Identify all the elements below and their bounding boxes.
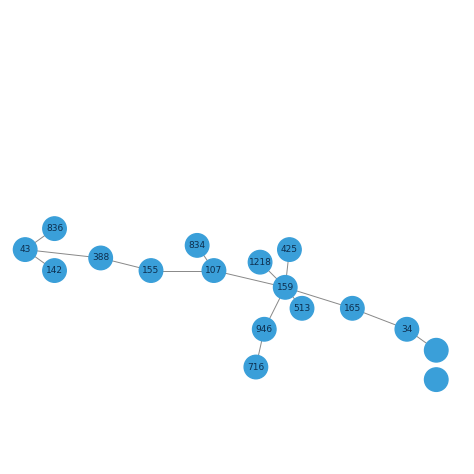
Text: 388: 388 <box>92 254 109 263</box>
Text: 946: 946 <box>255 325 273 334</box>
Circle shape <box>248 250 272 274</box>
Circle shape <box>253 318 276 341</box>
Circle shape <box>395 318 419 341</box>
Circle shape <box>13 238 37 261</box>
Text: 43: 43 <box>19 245 31 254</box>
Text: 159: 159 <box>277 283 294 292</box>
Circle shape <box>425 368 448 392</box>
Text: 716: 716 <box>247 363 264 372</box>
Circle shape <box>89 246 112 270</box>
Text: 836: 836 <box>46 224 63 233</box>
Text: 107: 107 <box>205 266 223 275</box>
Circle shape <box>425 338 448 362</box>
Circle shape <box>43 259 66 283</box>
Text: 34: 34 <box>401 325 412 334</box>
Circle shape <box>290 297 314 320</box>
Circle shape <box>43 217 66 240</box>
Text: 513: 513 <box>293 304 310 313</box>
Circle shape <box>273 275 297 299</box>
Circle shape <box>341 297 364 320</box>
Circle shape <box>278 238 301 261</box>
Text: 165: 165 <box>344 304 361 313</box>
Circle shape <box>244 356 268 379</box>
Text: 425: 425 <box>281 245 298 254</box>
Circle shape <box>139 259 163 283</box>
Text: 155: 155 <box>142 266 160 275</box>
Text: 834: 834 <box>189 241 206 250</box>
Text: 1218: 1218 <box>249 258 272 267</box>
Text: 142: 142 <box>46 266 63 275</box>
Circle shape <box>202 259 226 283</box>
Circle shape <box>185 234 209 257</box>
